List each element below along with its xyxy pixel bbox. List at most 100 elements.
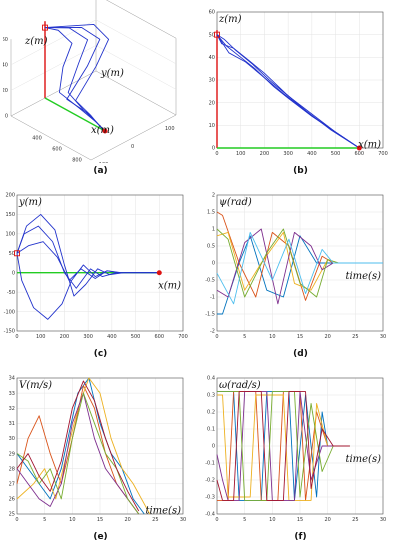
series-line-4 [216,34,360,149]
box-edge [106,0,177,39]
y-tick-label: 27 [9,481,15,487]
y-tick-label: 34 [9,376,15,382]
plot-frame [16,377,184,515]
y-tick-label: 28 [9,466,15,472]
y-tick-label: 40 [209,55,215,61]
z-axis-label: z(m) [24,36,48,47]
x-tick-label: 700 [178,334,188,340]
y-tick-label: 60 [209,10,215,16]
y-tick-label: -50 [7,290,15,296]
x-tick-label: 25 [352,517,358,523]
panel-c: 0 100 200 300 400 500 600 700 -150 -100 -50 0 50 100 1… [3,183,198,365]
x-tick-label: 100 [36,334,46,340]
panel-f: 0 5 10 15 20 25 30 -0.4 -0.3 -0.2 -0.1 0 0.1 0.2 0.3 0.… [203,366,398,548]
series-line-6 [16,380,140,512]
z-tick-label: 40 [3,63,8,69]
reference-line [44,97,106,132]
x-tick-label: 300 [83,334,93,340]
goal-marker [356,145,362,151]
start-marker [214,31,220,38]
z-tick-label: 20 [3,88,8,94]
y-tick-label: 30 [209,78,215,84]
y-tick-label: -2 [210,329,215,335]
x-tick-label: 400 [307,151,317,157]
y-tick-label: 0 [212,146,215,152]
y-tick-label: -0.1 [205,461,215,467]
x-tick-label: 30 [180,517,186,523]
x-tick-label: 100 [236,151,246,157]
x-tick-label: 0 [215,517,218,523]
x-tick-label: 500 [331,151,341,157]
y-tick-label: 32 [9,406,15,412]
y-tick-label: -150 [4,329,15,335]
series-line-4 [16,253,160,320]
x-axis-label: x(m) [358,140,381,151]
y-tick-label: 2 [212,193,215,199]
y-tick-label: -0.2 [205,478,215,484]
y-tick-label: 0.3 [207,393,215,399]
x-axis-label: x(m) [91,125,114,136]
box-edge [90,114,177,161]
x-tick-label: 25 [352,334,358,340]
x-tick-label: 700 [378,151,388,157]
x-tick-label: 5 [43,517,46,523]
series-line-2 [217,391,350,501]
y-tick-label: 50 [209,32,215,38]
x-axis-label: time(s) [345,271,381,282]
grid-line-z [10,19,97,66]
y-tick-label: -0.4 [205,512,215,518]
y-tick-label: 1 [212,227,215,233]
series-line-2 [16,225,160,289]
chart-b: 0 100 200 300 400 500 600 700 0 10 20 30 40 50 60z(m) x… [209,10,388,157]
grid-line-z [10,45,97,91]
series-line-5 [16,392,140,515]
x-tick-label: 15 [297,517,303,523]
series-line-3 [16,377,151,515]
box-edge [10,70,97,117]
plot-frame [216,377,384,515]
series-line-3 [217,394,350,501]
x-tick-label: 400 [107,334,117,340]
x-tick-label: 200 [60,334,70,340]
series-line-6 [216,231,383,305]
series-line-6 [216,391,350,501]
series-line-1 [217,391,350,501]
caption-e: (e) [93,532,108,542]
goal-marker [156,270,162,276]
y-tick-label: -0.3 [205,495,215,501]
series-line-2 [216,34,360,149]
x-tick-label: 500 [131,334,141,340]
start-marker [14,250,20,257]
x-tick-label: 10 [269,334,275,340]
x-tick-label: 10 [69,517,75,523]
x-tick-label: 25 [152,517,158,523]
x-tick-label: 400 [32,136,42,142]
caption-a: (a) [93,166,108,176]
y-tick-label: 10 [209,123,215,129]
y-tick-label: 150 [5,212,15,218]
y-tick-label: 30 [9,436,15,442]
x-tick-label: 15 [97,517,103,523]
y-tick-label: 0.5 [207,244,215,250]
trajectory-line-4 [44,24,110,132]
y-tick-label: -100 [97,162,108,163]
y-axis-label: y(m) [100,68,124,79]
y-tick-label: 200 [5,193,15,199]
panel-b: 0 100 200 300 400 500 600 700 0 10 20 30 40 50 60 z(m) x… [203,0,398,182]
y-axis-label: y(m) [18,197,42,208]
grid-line-z [95,45,177,90]
series-line-1 [16,213,160,297]
chart-a: 0 20 40 60 400 600 800 -100 0 100 z(m) y(m) x(m) [3,0,177,163]
x-tick-label: 200 [260,151,270,157]
x-tick-label: 600 [155,334,165,340]
chart-f: 0 5 10 15 20 25 30 -0.4 -0.3 -0.2 -0.1 0 0.1 0.2 0.3 0.… [205,376,386,523]
y-tick-label: 0.2 [207,410,215,416]
x-tick-label: 5 [243,517,246,523]
goal-marker [102,128,108,134]
y-tick-label: 25 [9,512,15,518]
x-tick-label: 20 [324,517,330,523]
panel-d: 0 5 10 15 20 25 30 -2 -1.5 -1 -0.5 0 0.5 1 1.5 2 ψ(rad) t… [203,183,398,365]
y-tick-label: 0.1 [207,427,215,433]
y-tick-label: 1.5 [207,210,215,216]
x-axis-label: x(m) [158,281,181,292]
